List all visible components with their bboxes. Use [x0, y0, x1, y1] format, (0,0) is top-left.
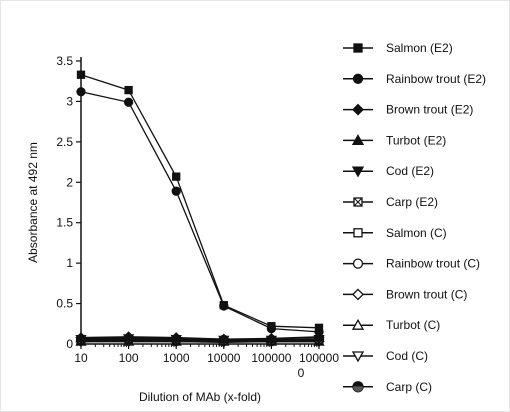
legend-item: Turbot (E2)	[343, 133, 446, 147]
data-point	[123, 97, 134, 107]
legend-item: Brown trout (C)	[343, 287, 467, 301]
y-tick-label: 2	[66, 175, 73, 189]
series-line	[80, 336, 320, 340]
x-tick-label: 100000	[251, 351, 291, 365]
legend-marker	[353, 228, 363, 238]
data-point	[76, 70, 86, 79]
legend-item: Salmon (E2)	[343, 41, 453, 55]
legend-marker	[352, 103, 364, 116]
x-tick-label: 10	[74, 351, 88, 365]
data-point	[170, 332, 182, 343]
legend-label: Carp (E2)	[386, 195, 438, 209]
data-point	[124, 85, 133, 95]
x-tick-label: 1000	[163, 351, 190, 365]
x-axis-title: Dilution of MAb (x-fold)	[139, 390, 261, 404]
series-1	[76, 70, 324, 332]
legend-item: Rainbow trout (E2)	[343, 72, 486, 86]
legend-marker	[351, 166, 365, 178]
legend-label: Brown trout (E2)	[386, 103, 473, 117]
data-point	[171, 186, 181, 196]
y-tick-label: 1	[66, 256, 73, 270]
data-point	[265, 332, 277, 344]
y-tick-label: 2.5	[56, 135, 73, 149]
legend-label: Brown trout (C)	[386, 287, 467, 301]
legend-item: Cod (E2)	[343, 164, 434, 178]
legend-label: Rainbow trout (E2)	[386, 72, 486, 86]
data-point	[123, 331, 135, 343]
y-tick-label: 1.5	[56, 216, 73, 230]
data-point	[75, 332, 87, 343]
legend-marker	[352, 258, 364, 269]
x-tick-label: 100000	[299, 351, 339, 365]
legend-item: Carp (E2)	[343, 195, 438, 209]
legend-label: Rainbow trout (C)	[386, 257, 480, 271]
legend-item: Cod (C)	[343, 349, 428, 363]
legend-label: Salmon (C)	[386, 226, 447, 240]
y-axis-title: Absorbance at 492 nm	[26, 142, 40, 263]
legend-label: Cod (C)	[386, 349, 428, 363]
series-line	[80, 338, 320, 342]
legend-marker	[352, 288, 364, 301]
series-2	[76, 87, 324, 337]
legend-item: Rainbow trout (C)	[343, 257, 480, 271]
data-point	[267, 322, 276, 331]
y-tick-label: 3	[66, 94, 73, 108]
legend-label: Carp (C)	[386, 380, 432, 394]
data-point	[219, 301, 228, 310]
legend-marker	[352, 381, 364, 393]
series-line	[80, 74, 320, 329]
y-tick-label: 0	[66, 337, 73, 351]
x-tick-label-wrap: 0	[298, 366, 305, 380]
legend-marker	[351, 351, 365, 363]
legend-marker	[353, 43, 363, 53]
legend-label: Turbot (E2)	[386, 133, 446, 147]
legend-item: Brown trout (E2)	[343, 103, 473, 117]
data-point	[172, 172, 181, 181]
series-lines	[75, 70, 325, 349]
legend-marker	[351, 134, 365, 146]
y-tick-label: 0.5	[56, 297, 73, 311]
legend-item: Carp (C)	[343, 380, 432, 394]
x-tick-label: 100	[119, 351, 139, 365]
y-tick-label: 3.5	[56, 54, 73, 68]
x-tick-label: 10000	[207, 351, 241, 365]
data-point	[314, 323, 324, 332]
legend: Salmon (E2) Rainbow trout (E2) Brown trout…	[343, 41, 486, 394]
data-point	[76, 87, 86, 97]
legend-label: Turbot (C)	[386, 318, 440, 332]
legend-item: Turbot (C)	[343, 318, 440, 332]
legend-label: Cod (E2)	[386, 164, 434, 178]
series-line	[80, 91, 320, 333]
data-point	[218, 333, 230, 345]
legend-marker	[351, 318, 365, 330]
legend-label: Salmon (E2)	[386, 41, 453, 55]
legend-item: Salmon (C)	[343, 226, 447, 240]
series-line	[80, 337, 320, 341]
axes: 0 0.5 1 1.5 2 2.5 3 3.5 10 100 1000 10000 100000 1000…	[26, 54, 339, 404]
legend-marker	[353, 197, 363, 207]
legend-marker	[352, 73, 364, 84]
